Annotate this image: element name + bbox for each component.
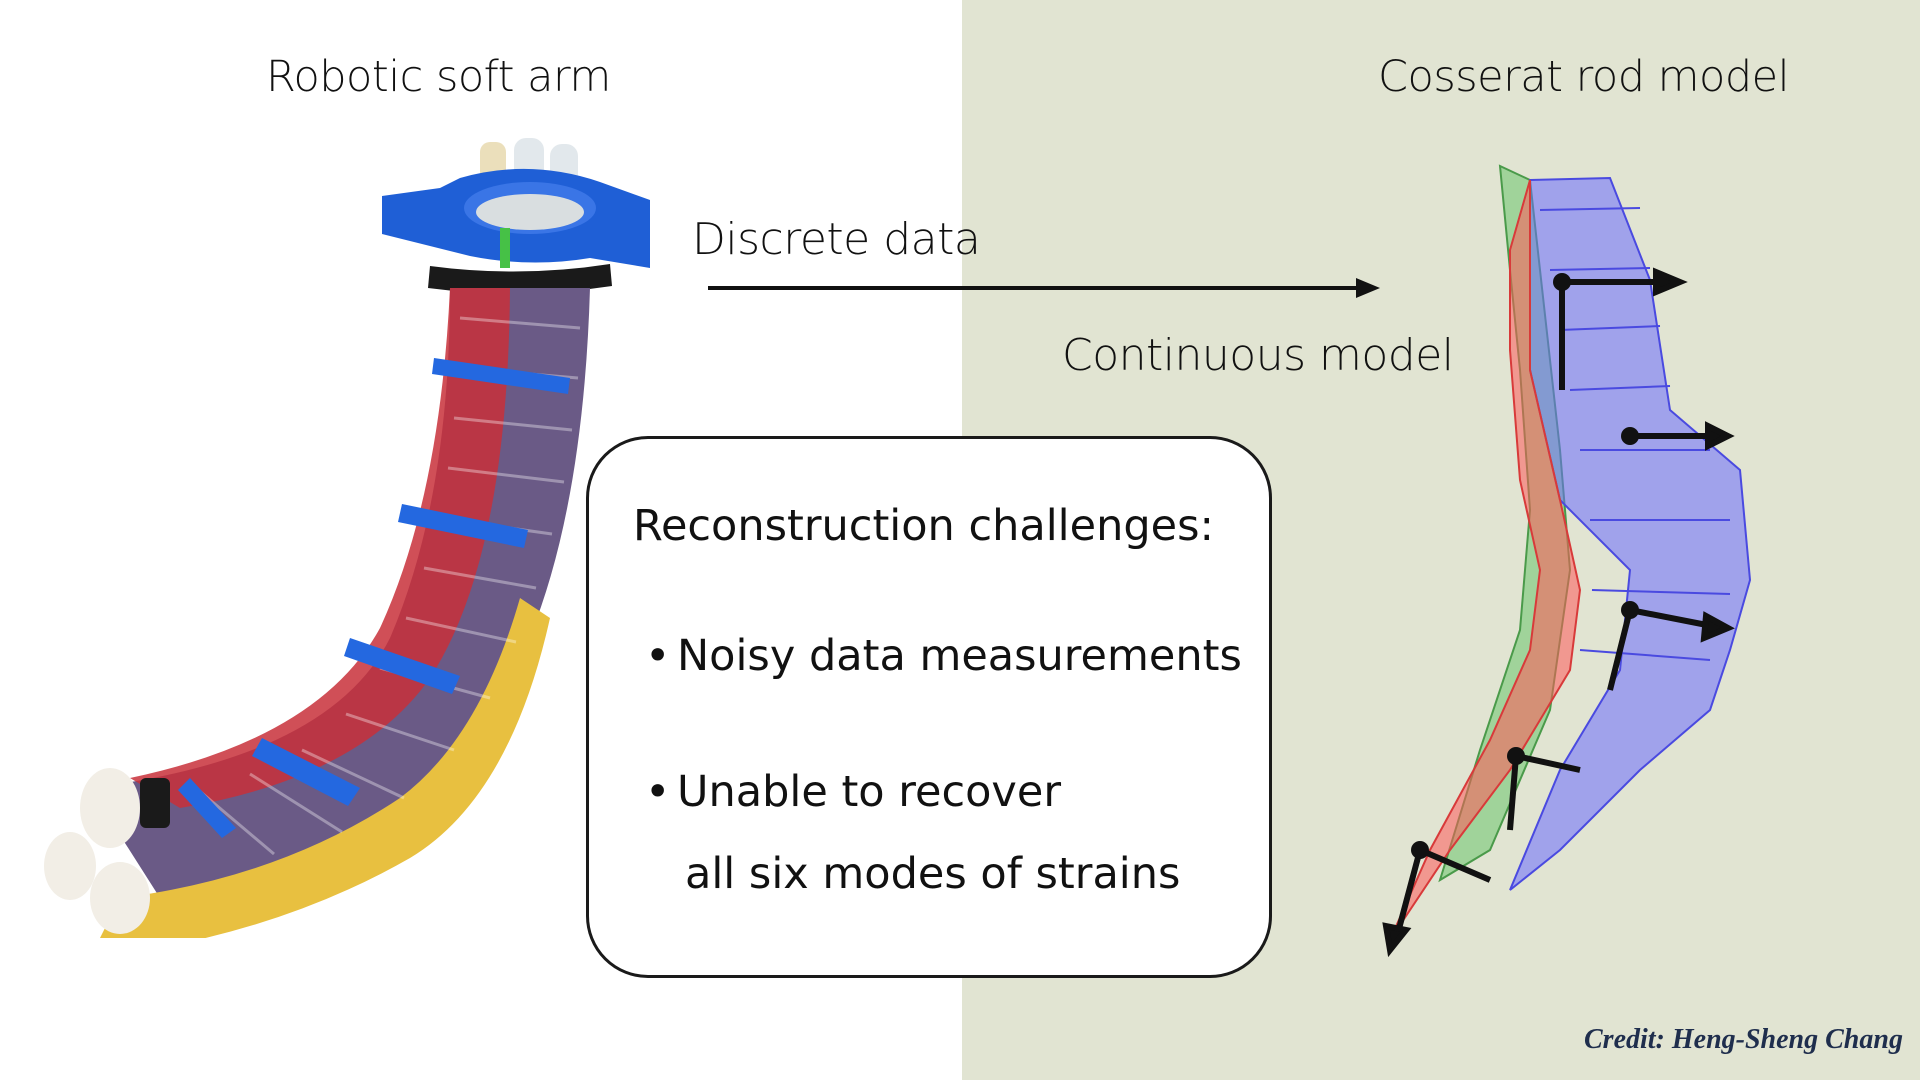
bullet-icon: • bbox=[645, 767, 671, 817]
data-to-model-arrow bbox=[708, 278, 1380, 298]
challenge-item-continuation: all six modes of strains bbox=[685, 849, 1181, 899]
discrete-data-label: Discrete data bbox=[692, 214, 981, 265]
challenge-item-noisy-data: • Noisy data measurements bbox=[645, 631, 1242, 681]
challenge-item-unable-to-recover: • Unable to recover bbox=[645, 767, 1061, 817]
reconstruction-challenges-box: Reconstruction challenges: • Noisy data m… bbox=[586, 436, 1272, 978]
challenges-heading: Reconstruction challenges: bbox=[633, 501, 1214, 551]
cosserat-rod-model-title: Cosserat rod model bbox=[1378, 52, 1790, 102]
image-credit: Credit: Heng-Sheng Chang bbox=[1584, 1024, 1903, 1055]
challenge-item-text: Unable to recover bbox=[677, 767, 1061, 817]
robotic-soft-arm-image bbox=[44, 138, 650, 938]
cosserat-rod-image bbox=[1382, 164, 1752, 958]
continuous-model-label: Continuous model bbox=[1062, 330, 1454, 381]
challenge-item-text: Noisy data measurements bbox=[677, 631, 1242, 681]
bullet-icon: • bbox=[645, 631, 671, 681]
robotic-soft-arm-title: Robotic soft arm bbox=[266, 52, 611, 102]
